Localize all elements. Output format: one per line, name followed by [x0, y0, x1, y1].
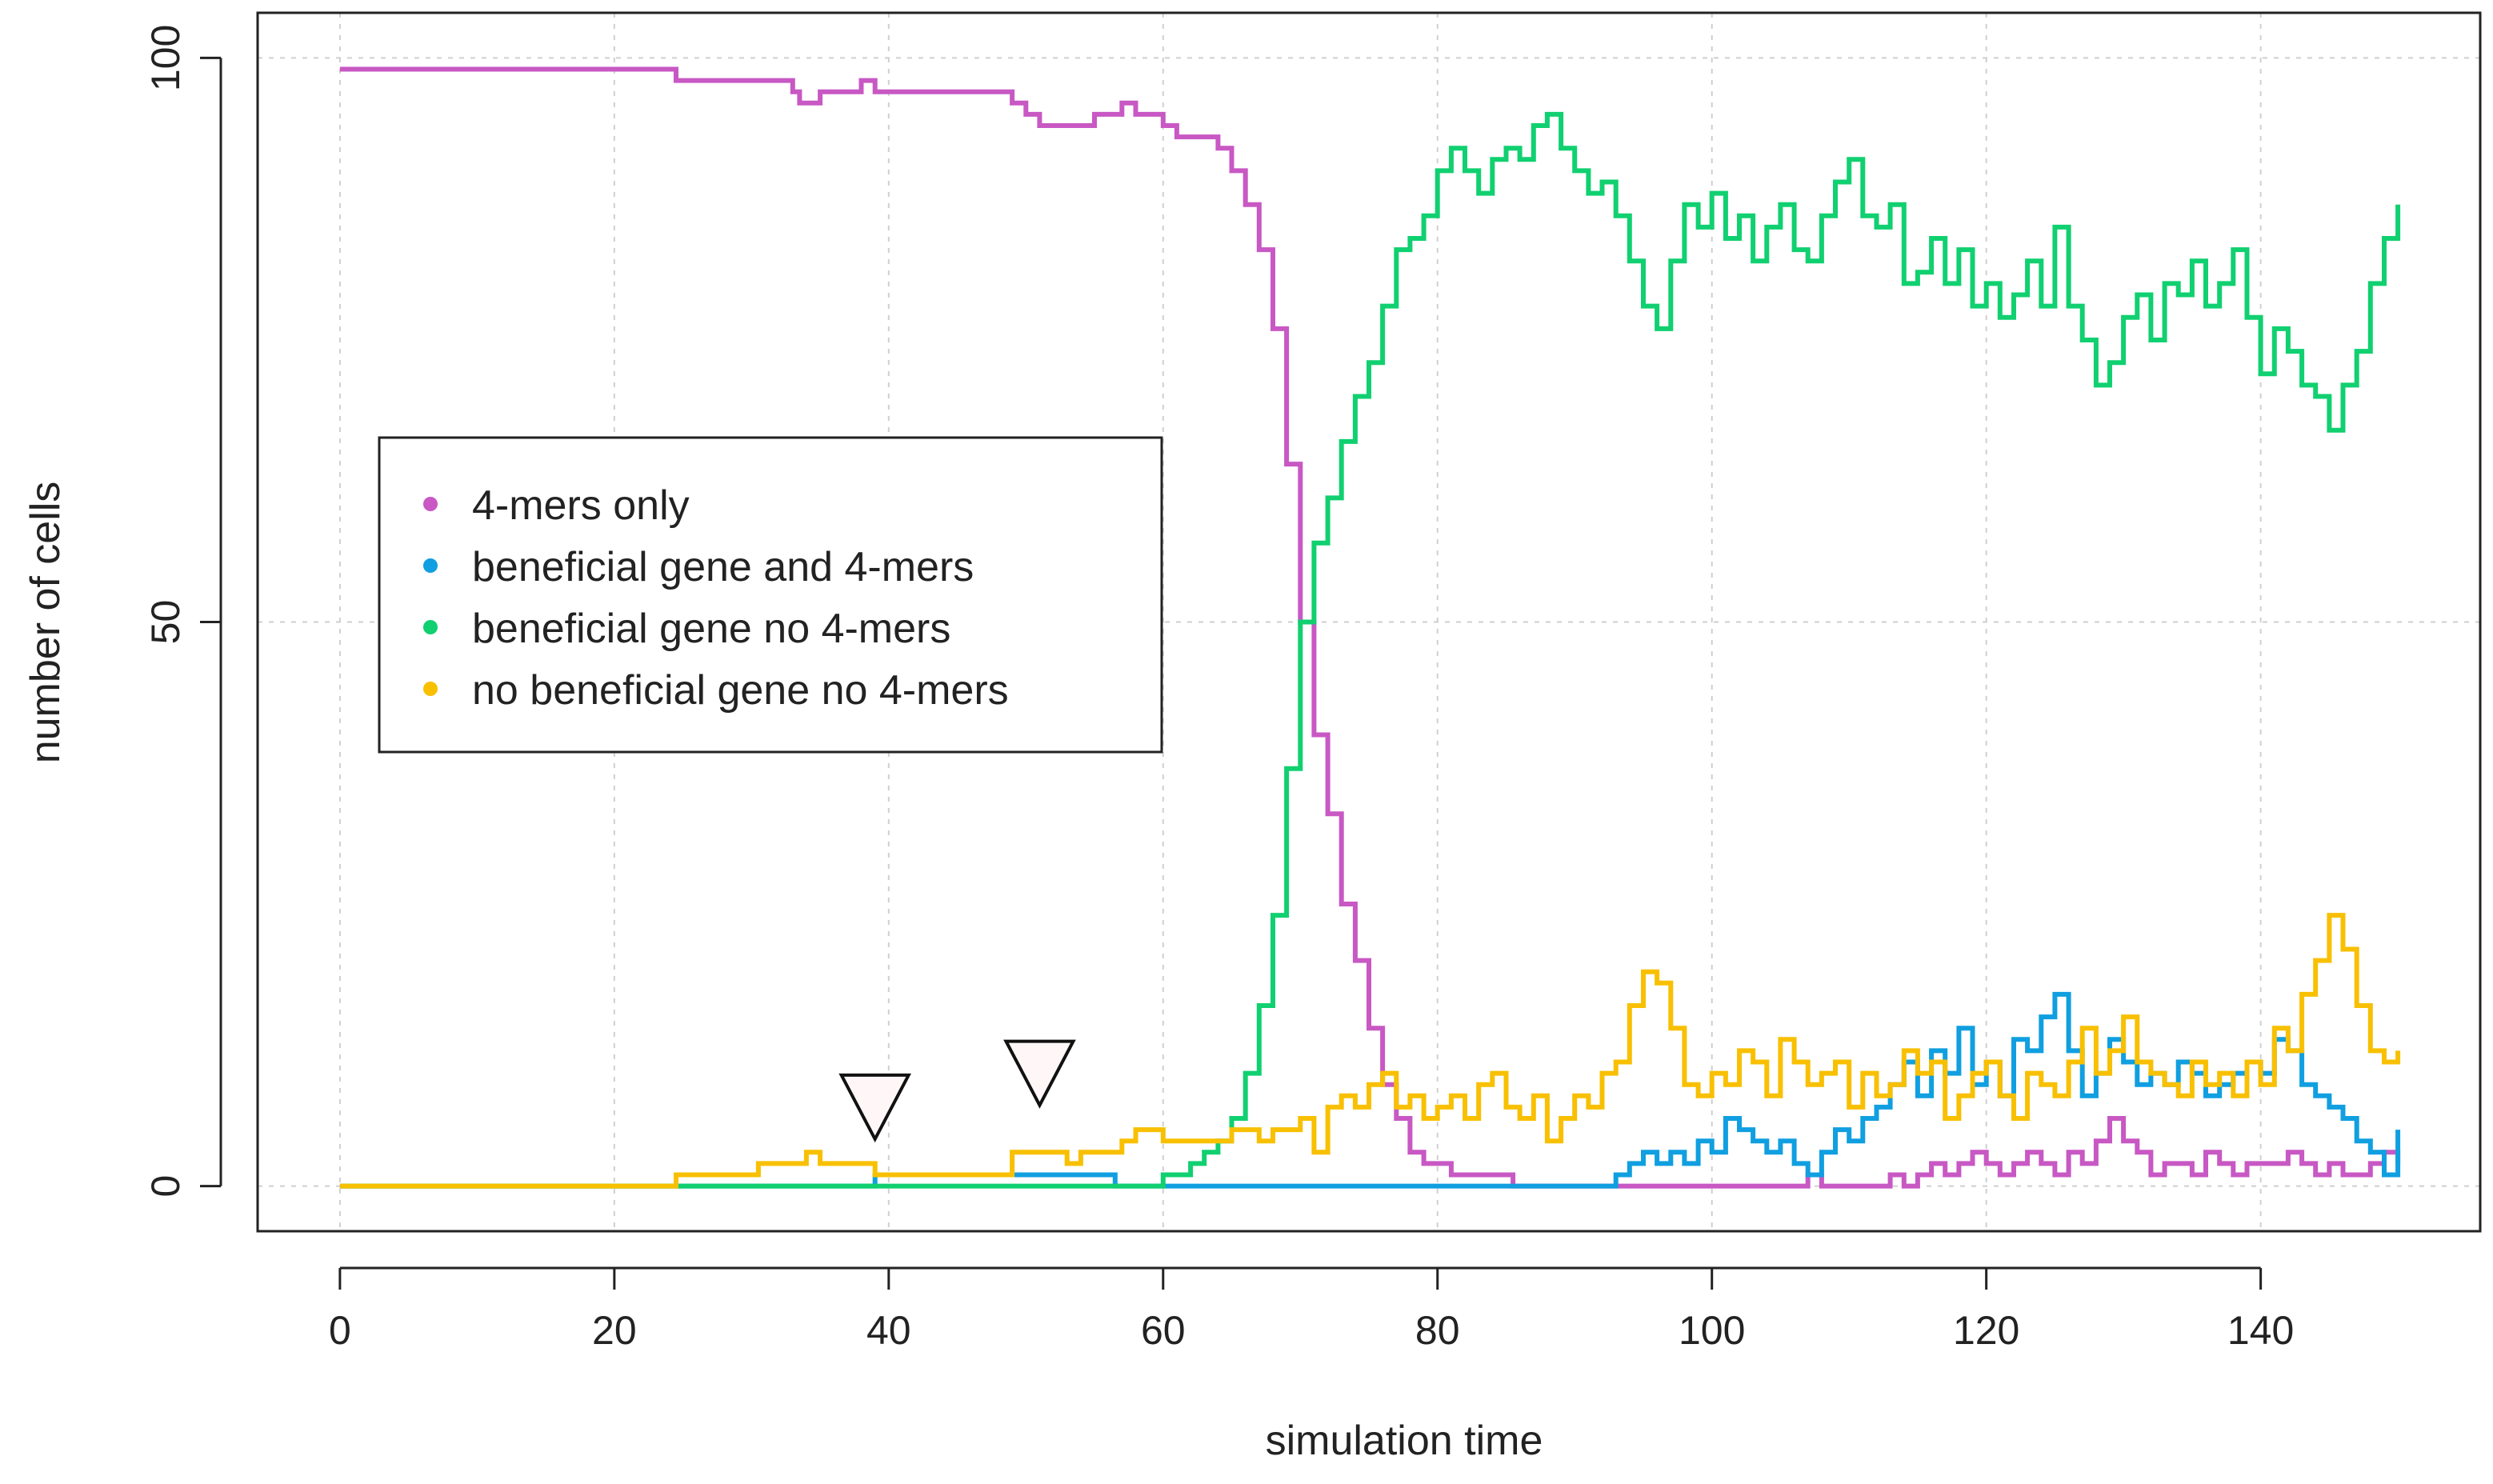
y-tick-label: 50 [143, 600, 188, 645]
annotation-markers [838, 1039, 1076, 1143]
plot-frame [256, 11, 2482, 1233]
triangle-marker-0 [838, 1073, 911, 1143]
x-tick-label: 100 [1679, 1308, 1745, 1353]
x-axis: 0 20 40 60 80 100 120 140 [329, 1266, 2294, 1353]
series-line-0 [339, 66, 2401, 1189]
x-tick-label: 60 [1141, 1308, 1186, 1353]
legend: 4-mers only beneficial gene and 4-mers ben… [378, 436, 1163, 754]
y-axis-title: number of cells [22, 482, 69, 764]
x-tick-label: 0 [329, 1308, 351, 1353]
legend-label: no beneficial gene no 4-mers [472, 667, 1009, 714]
legend-label: 4-mers only [472, 482, 690, 529]
x-tick-label: 20 [592, 1308, 637, 1353]
y-tick-label: 100 [143, 25, 188, 91]
legend-items: 4-mers only beneficial gene and 4-mers ben… [423, 482, 1009, 714]
y-axis: 0 50 100 [143, 25, 222, 1198]
x-tick-label: 40 [866, 1308, 911, 1353]
series-layer [339, 66, 2401, 1189]
triangle-marker-1 [1003, 1039, 1076, 1109]
x-tick-label: 80 [1415, 1308, 1460, 1353]
x-axis-title: simulation time [1266, 1418, 1543, 1464]
y-tick-label: 0 [143, 1175, 188, 1198]
legend-swatch [423, 558, 438, 573]
legend-box [378, 436, 1163, 754]
legend-label: beneficial gene and 4-mers [472, 544, 974, 590]
series-line-3 [339, 913, 2401, 1189]
legend-label: beneficial gene no 4-mers [472, 606, 950, 652]
x-tick-label: 120 [1953, 1308, 2019, 1353]
legend-swatch [423, 620, 438, 634]
x-tick-label: 140 [2227, 1308, 2294, 1353]
series-line-2 [339, 111, 2401, 1189]
legend-swatch [423, 682, 438, 696]
legend-swatch [423, 497, 438, 511]
